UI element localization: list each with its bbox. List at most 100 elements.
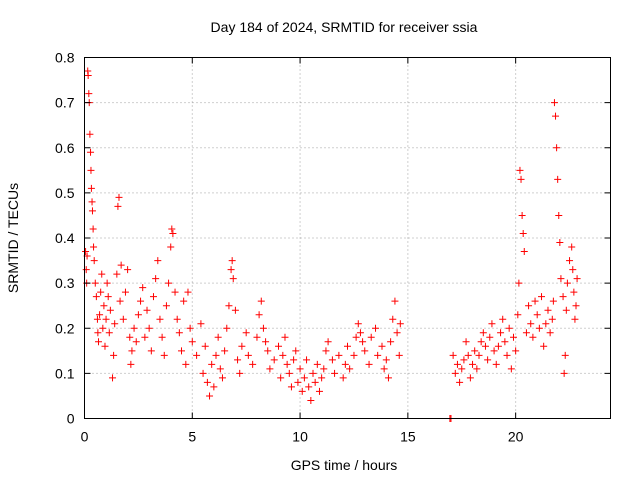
data-point xyxy=(109,374,117,382)
data-point xyxy=(257,297,265,305)
data-point xyxy=(100,302,108,310)
data-point xyxy=(346,365,354,373)
x-tick-label: 20 xyxy=(508,429,524,445)
data-point xyxy=(305,383,313,391)
data-point xyxy=(516,166,524,174)
data-point xyxy=(507,365,515,373)
data-point xyxy=(259,324,267,332)
data-point xyxy=(266,365,274,373)
data-point xyxy=(572,302,580,310)
data-point xyxy=(287,383,295,391)
data-point xyxy=(540,342,548,350)
data-point xyxy=(141,333,149,341)
data-point xyxy=(114,202,122,210)
data-point xyxy=(270,356,278,364)
data-point xyxy=(88,198,96,206)
data-point xyxy=(255,311,263,319)
data-point xyxy=(477,338,485,346)
data-point xyxy=(221,347,229,355)
data-points xyxy=(82,67,581,422)
data-point xyxy=(324,338,332,346)
data-point xyxy=(130,324,138,332)
data-point xyxy=(535,324,543,332)
data-point xyxy=(214,333,222,341)
data-point xyxy=(449,351,457,359)
data-point xyxy=(199,369,207,377)
data-point xyxy=(471,347,479,355)
data-point xyxy=(203,378,211,386)
data-point xyxy=(464,351,472,359)
data-point xyxy=(563,279,571,287)
data-point xyxy=(559,293,567,301)
data-point xyxy=(87,148,95,156)
x-tick-label: 15 xyxy=(400,429,416,445)
data-point xyxy=(473,365,481,373)
y-tick-label: 0.4 xyxy=(55,230,75,246)
data-point xyxy=(515,279,523,287)
y-tick-label: 0.8 xyxy=(55,50,75,66)
data-point xyxy=(175,329,183,337)
data-point xyxy=(139,284,147,292)
data-point xyxy=(313,360,321,368)
data-point xyxy=(568,243,576,251)
data-point xyxy=(82,248,90,256)
data-point xyxy=(137,297,145,305)
data-point xyxy=(152,275,160,283)
x-tick-label: 10 xyxy=(292,429,308,445)
data-point xyxy=(242,329,250,337)
data-point xyxy=(91,279,99,287)
data-point xyxy=(335,351,343,359)
data-point xyxy=(505,324,513,332)
data-point xyxy=(361,347,369,355)
data-point xyxy=(180,297,188,305)
y-axis-title: SRMTID / TECUs xyxy=(5,183,21,293)
data-point xyxy=(105,329,113,337)
data-point xyxy=(184,288,192,296)
data-point xyxy=(92,293,100,301)
data-point xyxy=(322,347,330,355)
data-point xyxy=(169,229,177,237)
data-point xyxy=(320,365,328,373)
data-point xyxy=(178,347,186,355)
data-point xyxy=(102,315,110,323)
data-point xyxy=(95,338,103,346)
data-point xyxy=(113,270,121,278)
data-point xyxy=(456,378,464,386)
data-point xyxy=(186,324,194,332)
data-point xyxy=(555,211,563,219)
data-point xyxy=(549,297,557,305)
data-point xyxy=(279,351,287,359)
grid xyxy=(84,57,611,419)
data-point xyxy=(285,369,293,377)
data-point xyxy=(488,320,496,328)
data-point xyxy=(512,347,520,355)
data-point xyxy=(173,315,181,323)
data-point xyxy=(193,351,201,359)
y-tick-label: 0.1 xyxy=(55,365,75,381)
data-point xyxy=(481,342,489,350)
data-point xyxy=(318,374,326,382)
data-point xyxy=(115,193,123,201)
data-point xyxy=(344,342,351,350)
data-point xyxy=(556,239,564,247)
data-point xyxy=(162,302,170,310)
data-point xyxy=(492,360,500,368)
data-point xyxy=(548,315,556,323)
data-point xyxy=(499,315,507,323)
data-point xyxy=(352,333,360,341)
data-point xyxy=(387,338,395,346)
data-point xyxy=(354,320,362,328)
data-point xyxy=(96,311,104,319)
data-point xyxy=(253,333,261,341)
data-point xyxy=(307,396,315,404)
x-tick-label: 5 xyxy=(188,429,196,445)
data-point xyxy=(391,297,399,305)
data-point xyxy=(223,324,231,332)
data-point xyxy=(97,288,105,296)
data-point xyxy=(359,338,367,346)
data-point xyxy=(374,351,382,359)
data-point xyxy=(501,338,509,346)
x-axis-title: GPS time / hours xyxy=(291,457,398,473)
data-point xyxy=(396,320,404,328)
data-point xyxy=(201,342,209,350)
